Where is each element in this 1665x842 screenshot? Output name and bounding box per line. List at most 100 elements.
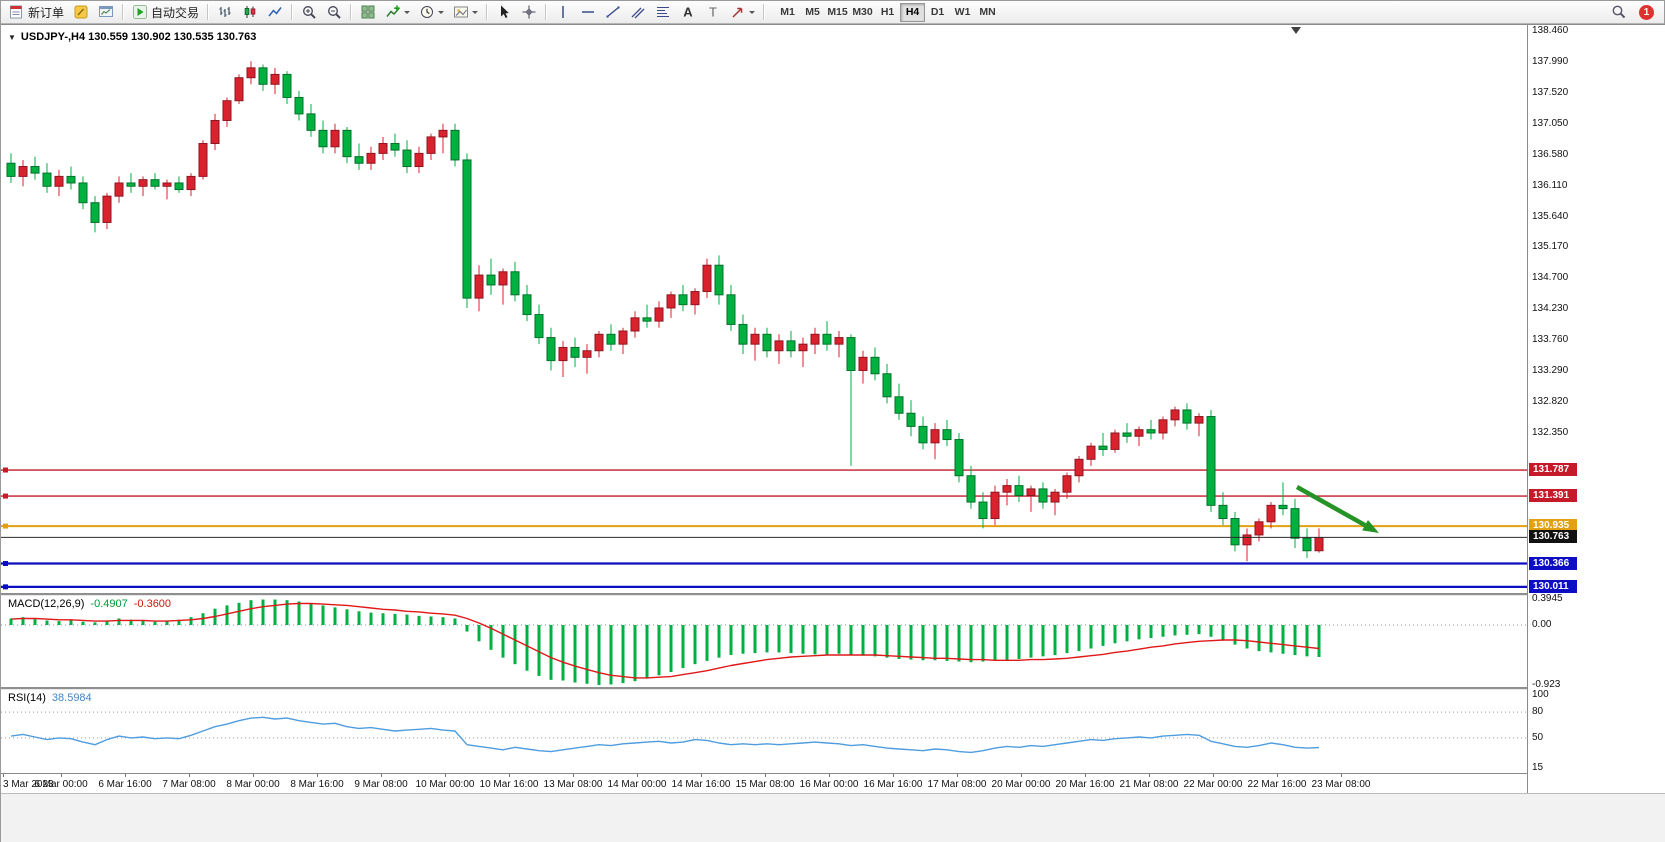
candle [42,163,52,193]
candle [558,340,568,378]
time-axis-label: 13 Mar 08:00 [543,779,603,790]
bar-chart-button[interactable] [213,2,237,22]
candle [1038,482,1048,509]
text-tool-button[interactable]: A [676,2,700,22]
indicators-button[interactable] [381,2,414,22]
metaeditor-button[interactable] [69,2,93,22]
hline-handle[interactable] [3,493,8,499]
toolbar-separator [291,4,294,20]
arrows-tool-button[interactable] [726,2,759,22]
time-axis-tick [445,774,446,777]
candle [1230,511,1240,552]
zoom-out-icon [328,6,341,19]
candle [66,166,76,190]
timeframe-mn[interactable]: MN [975,3,1000,22]
periods-button[interactable] [415,2,448,22]
fibonacci-tool-button[interactable] [651,2,675,22]
candle [126,173,136,193]
candle [522,284,532,322]
price-axis[interactable]: 138.460 137.990 137.520 137.050 136.580 136.1… [1527,25,1665,793]
candle [1014,475,1024,503]
candle [1122,423,1132,443]
time-axis-tick [317,774,318,777]
candlestick-chart-button[interactable] [238,2,262,22]
hline-handle[interactable] [3,523,8,529]
arrow-annotation[interactable] [1295,485,1379,533]
channel-tool-button[interactable] [626,2,650,22]
candle [162,179,172,200]
time-axis-label: 9 Mar 08:00 [354,779,408,790]
label-tool-button[interactable]: T [701,2,725,22]
main-chart-canvas[interactable] [1,25,1527,593]
candle [1170,406,1180,427]
chart-shift-marker-icon[interactable] [1291,27,1301,34]
timeframe-m15[interactable]: M15 [825,3,850,22]
time-axis-tick [701,774,702,777]
candle [582,344,592,374]
bid-price-label: 130.763 [1529,530,1577,544]
crosshair-button[interactable] [517,2,541,22]
hline-handle[interactable] [3,561,8,567]
candle [654,301,664,328]
timeframe-w1[interactable]: W1 [950,3,975,22]
candle [234,74,244,105]
timeframe-h4[interactable]: H4 [900,2,926,22]
price-axis-label: 137.050 [1532,117,1569,129]
time-axis-tick [189,774,190,777]
timeframe-m1[interactable]: M1 [775,3,800,22]
time-axis-tick [829,774,830,777]
candle [1254,518,1264,542]
candle [534,304,544,345]
candle [630,311,640,338]
line-chart-button[interactable] [263,2,287,22]
zoom-out-button[interactable] [322,2,346,22]
time-axis-label: 15 Mar 08:00 [735,779,795,790]
time-axis-tick [637,774,638,777]
macd-scale-label: -0.923 [1532,679,1561,691]
price-axis-label: 132.350 [1532,426,1569,438]
timeframe-m30[interactable]: M30 [850,3,875,22]
hline-handle[interactable] [3,584,8,590]
svg-text:T: T [709,5,717,20]
candle [1026,485,1036,512]
rsi-panel-canvas[interactable] [1,689,1527,773]
candle [282,71,292,105]
toolbar-separator [763,4,766,20]
time-axis-tick [573,774,574,777]
price-axis-label: 135.640 [1532,210,1569,222]
candle [462,153,472,308]
tile-windows-button[interactable] [356,2,380,22]
time-axis-label: 20 Mar 00:00 [991,779,1051,790]
cursor-button[interactable] [492,2,516,22]
autotrading-button[interactable]: 自动交易 [128,2,203,22]
toolbar: 新订单 自动交易 [1,1,1664,24]
candle [354,143,364,170]
horizontal-line-tool-button[interactable] [576,2,600,22]
candle [1314,528,1324,553]
panel-splitter[interactable] [1,593,1665,596]
line-chart-icon [268,7,282,17]
timeframe-m5[interactable]: M5 [800,3,825,22]
time-axis[interactable]: 3 Mar 2023 6 Mar 00:00 6 Mar 16:00 7 Mar 08… [1,773,1527,794]
hline-handle[interactable] [3,467,8,473]
collapse-arrow-icon[interactable]: ▼ [8,32,16,42]
price-axis-label: 137.990 [1532,55,1569,67]
candle [1302,528,1312,558]
time-axis-tick [893,774,894,777]
timeframe-d1[interactable]: D1 [925,3,950,22]
macd-panel-canvas[interactable] [1,595,1527,687]
zoom-in-button[interactable] [297,2,321,22]
panel-splitter[interactable] [1,687,1665,690]
trendline-tool-button[interactable] [601,2,625,22]
timeframe-h1[interactable]: H1 [875,3,900,22]
strategy-tester-button[interactable] [94,2,118,22]
new-order-button[interactable]: 新订单 [5,2,68,22]
time-axis-tick [125,774,126,777]
candle [186,173,196,197]
vertical-line-tool-button[interactable] [551,2,575,22]
templates-button[interactable] [449,2,482,22]
candle [342,127,352,164]
search-button[interactable] [1607,2,1631,22]
clock-icon [421,6,434,18]
notification-badge[interactable]: 1 [1639,4,1654,20]
